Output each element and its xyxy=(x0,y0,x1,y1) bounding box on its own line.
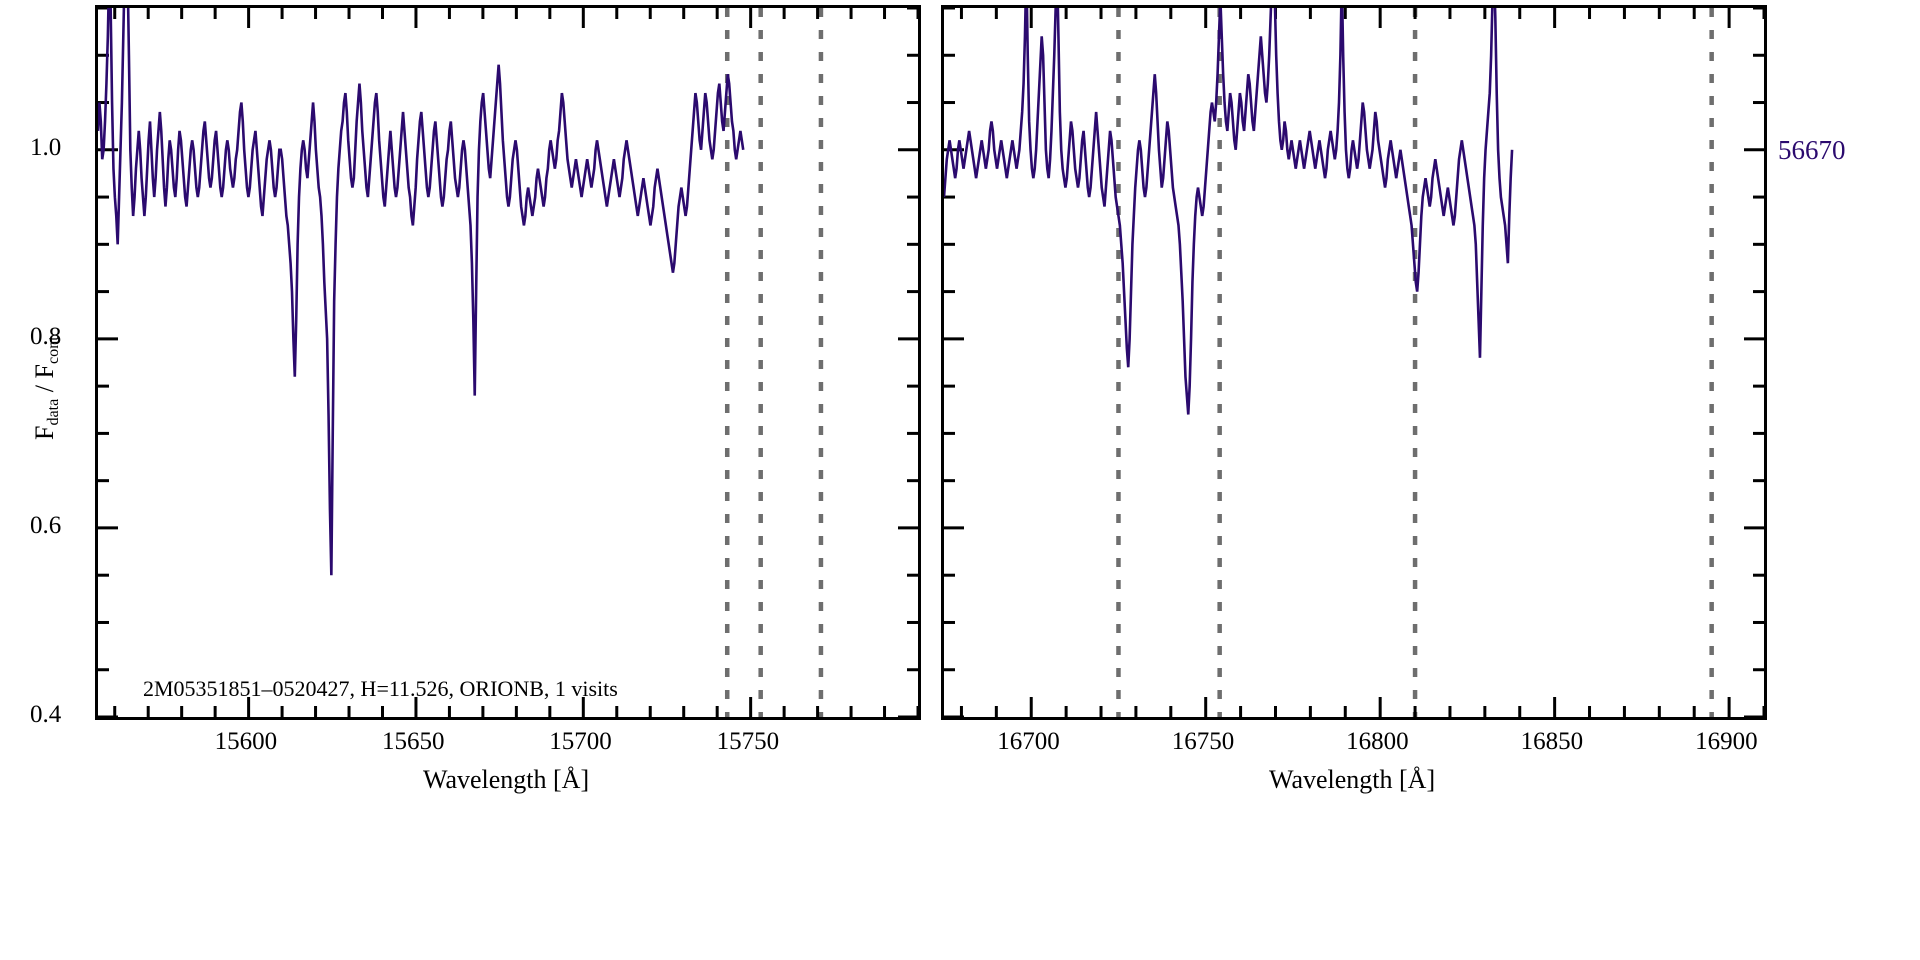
y-tick-label: 0.6 xyxy=(30,511,62,539)
green-chip-panel xyxy=(941,5,1767,720)
x-tick-label: 16900 xyxy=(1695,728,1758,755)
target-annotation: 2M05351851–0520427, H=11.526, ORIONB, 1 … xyxy=(143,676,618,701)
blue-chip-plot-area xyxy=(98,8,918,717)
y-tick-label: 1.0 xyxy=(30,133,62,161)
x-tick-label: 15750 xyxy=(716,728,780,755)
y-tick-label: 0.8 xyxy=(30,322,62,350)
y-axis-label: Fdata / Fcont xyxy=(30,336,62,440)
y-tick-label: 0.4 xyxy=(30,701,62,728)
mjd-label: 56670 xyxy=(1778,135,1846,165)
x-tick-label: 16800 xyxy=(1346,728,1409,755)
x-axis-label: Wavelength [Å] xyxy=(1269,765,1436,794)
x-tick-label: 15650 xyxy=(381,728,445,755)
spectrum-trace xyxy=(98,8,745,576)
blue-chip-panel xyxy=(95,5,921,720)
x-tick-label: 16850 xyxy=(1520,728,1584,755)
green-chip-plot-area xyxy=(944,8,1764,717)
x-tick-label: 16750 xyxy=(1171,728,1235,755)
spectrum-trace xyxy=(944,8,1514,415)
x-tick-label: 15600 xyxy=(214,728,278,755)
x-tick-label: 16700 xyxy=(997,728,1060,755)
x-tick-label: 15700 xyxy=(549,728,612,755)
x-axis-label: Wavelength [Å] xyxy=(423,765,590,794)
